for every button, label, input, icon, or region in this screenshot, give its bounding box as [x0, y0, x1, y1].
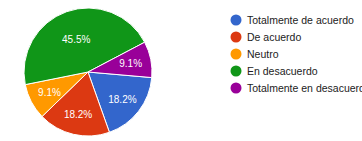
data-label: 45.5%	[62, 34, 90, 45]
legend: Totalmente de acuerdo De acuerdo Neutro En …	[231, 14, 362, 94]
legend-swatch	[231, 15, 242, 26]
pie	[24, 8, 152, 136]
data-labels: 18.2%18.2%9.1%45.5%9.1%	[38, 34, 142, 121]
data-label: 9.1%	[38, 87, 61, 98]
legend-swatch	[231, 32, 242, 43]
legend-label: En desacuerdo	[247, 65, 318, 77]
legend-swatch	[231, 83, 242, 94]
data-label: 9.1%	[119, 58, 142, 69]
chart: 18.2%18.2%9.1%45.5%9.1%Totalmente de acu…	[0, 0, 362, 141]
data-label: 18.2%	[64, 109, 92, 120]
slice	[88, 42, 152, 77]
legend-label: Totalmente de acuerdo	[247, 14, 354, 26]
legend-swatch	[231, 49, 242, 60]
legend-label: Neutro	[247, 48, 279, 60]
data-label: 18.2%	[108, 94, 136, 105]
legend-label: De acuerdo	[247, 31, 301, 43]
legend-swatch	[231, 66, 242, 77]
legend-label: Totalmente en desacuerdo	[247, 82, 362, 94]
